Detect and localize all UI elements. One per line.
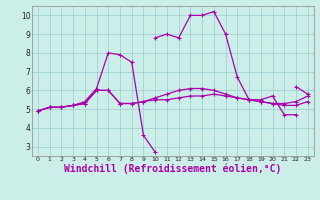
X-axis label: Windchill (Refroidissement éolien,°C): Windchill (Refroidissement éolien,°C) bbox=[64, 164, 282, 174]
